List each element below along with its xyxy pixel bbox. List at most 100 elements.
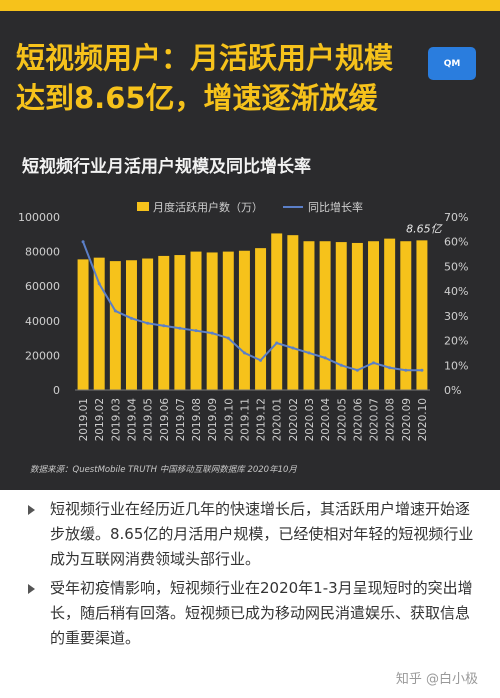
x-tick-label: 2019.01 <box>78 398 90 441</box>
right-tick-label: 10% <box>444 359 468 372</box>
left-tick-label: 60000 <box>25 280 60 293</box>
legend-label-line: 同比增长率 <box>308 200 363 214</box>
x-tick-label: 2020.04 <box>320 398 332 442</box>
headline-line-2: 达到8.65亿，增速逐渐放缓 <box>16 81 378 115</box>
bullet-list: 短视频行业在经历近几年的快速增长后，其活跃用户增速开始逐步放缓。8.65亿的月活… <box>28 497 483 655</box>
x-tick-label: 2020.08 <box>385 398 397 441</box>
x-tick-label: 2020.01 <box>272 398 284 441</box>
x-tick-label: 2019.03 <box>110 398 122 441</box>
bar <box>190 251 202 390</box>
bar <box>368 241 380 390</box>
logo-text: QM <box>443 58 461 69</box>
bar <box>303 241 315 390</box>
line-point <box>129 316 133 320</box>
x-tick-label: 2019.12 <box>256 398 268 441</box>
growth-line <box>82 241 422 372</box>
bar <box>335 242 347 390</box>
bar <box>400 241 412 390</box>
x-tick-label: 2019.08 <box>191 398 203 441</box>
line-point <box>162 324 166 328</box>
bar <box>351 242 363 390</box>
triangle-bullet-icon <box>28 505 35 515</box>
x-tick-label: 2019.10 <box>223 398 235 441</box>
x-tick-label: 2020.10 <box>417 398 429 441</box>
watermark: 知乎 @白小极 <box>395 672 478 687</box>
right-tick-label: 50% <box>444 260 468 273</box>
bar <box>287 235 299 390</box>
right-tick-label: 20% <box>444 335 468 348</box>
left-tick-label: 100000 <box>18 211 60 224</box>
bar <box>77 259 89 390</box>
line-point <box>146 321 150 325</box>
bar <box>222 251 234 390</box>
x-tick-label: 2019.07 <box>175 398 187 441</box>
left-tick-label: 40000 <box>25 315 60 328</box>
x-tick-label: 2020.09 <box>401 398 413 441</box>
line-point <box>259 358 263 362</box>
right-tick-label: 30% <box>444 310 468 323</box>
line-point <box>178 326 182 330</box>
right-tick-label: 60% <box>444 236 468 249</box>
right-tick-label: 0% <box>444 384 461 397</box>
x-tick-label: 2019.06 <box>159 398 171 442</box>
x-tick-label: 2019.02 <box>94 398 106 441</box>
x-tick-label: 2019.04 <box>126 398 138 442</box>
line-point <box>113 309 117 313</box>
line-point <box>372 361 376 365</box>
bar <box>174 255 186 390</box>
questmobile-logo: QM <box>428 47 476 80</box>
line-point <box>226 336 230 340</box>
bar <box>238 250 250 390</box>
bar <box>271 233 283 390</box>
headline: 短视频用户：月活跃用户规模 达到8.65亿，增速逐渐放缓 <box>16 38 416 118</box>
line-point <box>388 366 392 370</box>
bar <box>206 252 218 390</box>
x-tick-label: 2020.07 <box>369 398 381 441</box>
x-tick-label: 2020.02 <box>288 398 300 441</box>
line-point <box>275 341 279 345</box>
x-tick-label: 2019.05 <box>143 398 155 441</box>
line-point <box>355 368 359 372</box>
bar <box>255 248 267 390</box>
line-point <box>307 351 311 355</box>
x-tick-label: 2020.05 <box>336 398 348 441</box>
bullet-text-2: 受年初疫情影响，短视频行业在2020年1-3月呈现短时的突出增长，随后稍有回落。… <box>50 579 473 647</box>
line-point <box>404 368 408 372</box>
line-point <box>291 346 295 350</box>
bullet-text-1: 短视频行业在经历近几年的快速增长后，其活跃用户增速开始逐步放缓。8.65亿的月活… <box>50 500 474 568</box>
left-tick-label: 20000 <box>25 349 60 362</box>
bar <box>416 240 428 390</box>
right-tick-label: 70% <box>444 211 468 224</box>
dark-panel: 短视频用户：月活跃用户规模 达到8.65亿，增速逐渐放缓 QM 短视频行业月活用… <box>0 0 500 490</box>
bar <box>384 238 396 390</box>
line-point <box>323 356 327 360</box>
line-point <box>81 240 85 244</box>
x-tick-label: 2020.03 <box>304 398 316 441</box>
line-point <box>97 282 101 286</box>
bar <box>319 241 331 390</box>
source-note: 数据来源：QuestMobile TRUTH 中国移动互联网数据库 2020年1… <box>30 465 297 475</box>
line-point <box>420 368 424 372</box>
line-point <box>210 331 214 335</box>
chart: 月度活跃用户数（万） 同比增长率 0 20000 40000 60000 80000 1000… <box>18 200 468 442</box>
x-tick-label: 2019.09 <box>207 398 219 441</box>
x-tick-label: 2019.11 <box>239 398 251 441</box>
bar <box>93 257 105 390</box>
line-point <box>242 351 246 355</box>
right-tick-label: 40% <box>444 285 468 298</box>
bar <box>158 255 170 390</box>
legend-swatch-bars <box>137 202 149 211</box>
bullet-item-1: 短视频行业在经历近几年的快速增长后，其活跃用户增速开始逐步放缓。8.65亿的月活… <box>28 497 483 572</box>
bar <box>125 260 137 390</box>
bar <box>109 261 121 390</box>
chart-title: 短视频行业月活用户规模及同比增长率 <box>22 157 311 177</box>
left-tick-label: 80000 <box>25 246 60 259</box>
x-tick-label: 2020.06 <box>352 398 364 442</box>
legend-label-bars: 月度活跃用户数（万） <box>153 200 263 214</box>
triangle-bullet-icon <box>28 584 35 594</box>
line-point <box>339 363 343 367</box>
annotation-label: 8.65亿 <box>406 222 443 235</box>
headline-line-1: 短视频用户：月活跃用户规模 <box>16 41 394 75</box>
top-accent-bar <box>0 0 500 11</box>
